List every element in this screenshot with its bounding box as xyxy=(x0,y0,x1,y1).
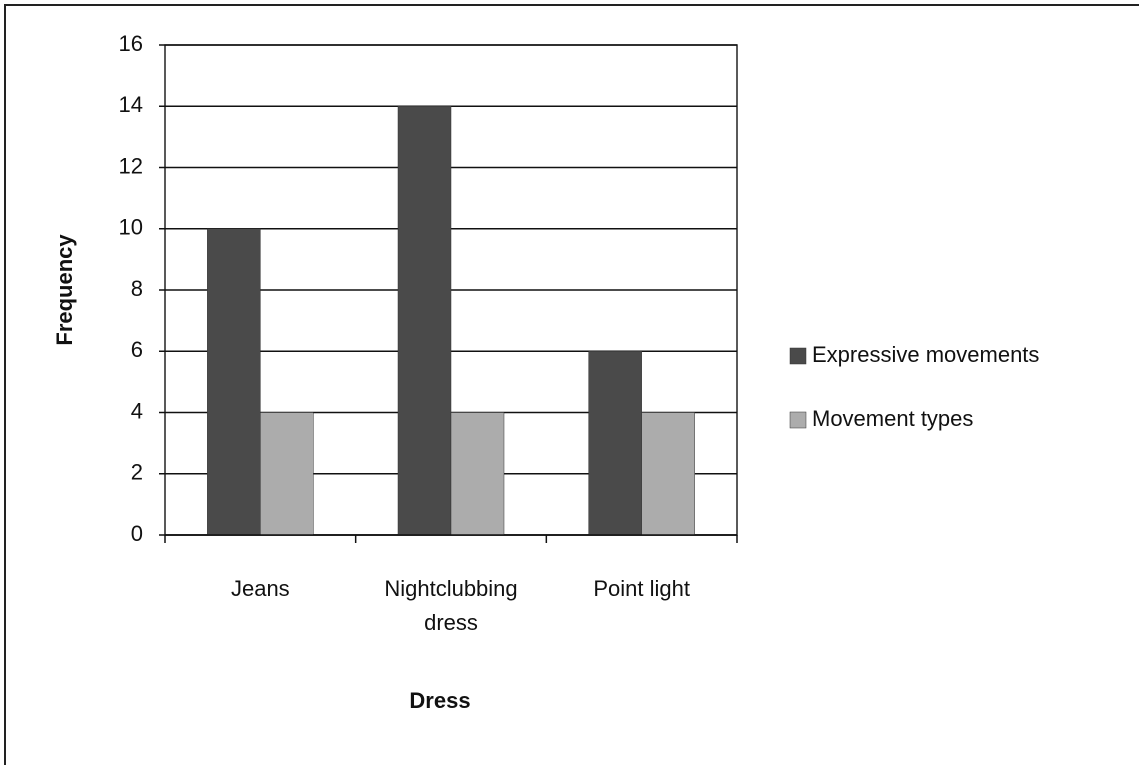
chart-frame xyxy=(4,4,1139,765)
bar xyxy=(397,106,452,536)
y-tick-label: 4 xyxy=(131,398,143,423)
legend-swatch xyxy=(789,411,807,429)
x-tick-label: Nightclubbing dress xyxy=(384,576,518,635)
legend-swatch xyxy=(789,347,807,365)
bar xyxy=(260,412,314,536)
bar xyxy=(207,228,261,536)
bar xyxy=(588,351,642,536)
y-tick-label: 6 xyxy=(131,337,143,362)
y-tick-label: 12 xyxy=(119,153,143,178)
x-tick-label: Jeans xyxy=(230,576,290,601)
y-tick-label: 16 xyxy=(119,31,143,56)
y-tick-label: 0 xyxy=(131,521,143,546)
y-tick-label: 10 xyxy=(119,215,143,240)
y-tick-label: 14 xyxy=(119,92,143,117)
legend-label: Expressive movements xyxy=(812,342,1039,367)
y-tick-label: 2 xyxy=(131,460,143,485)
bar xyxy=(450,412,505,536)
x-tick-label-box: Jeans xyxy=(230,576,290,601)
legend-label: Movement types xyxy=(812,406,973,431)
x-tick-label-box: Nightclubbing dress xyxy=(384,576,518,635)
x-tick-label-box: Point light xyxy=(593,576,690,601)
x-tick-label: Point light xyxy=(593,576,690,601)
y-axis-label: Frequency xyxy=(52,234,77,346)
y-tick-label: 8 xyxy=(131,276,143,301)
x-axis-label: Dress xyxy=(409,688,470,713)
bar xyxy=(641,412,695,536)
